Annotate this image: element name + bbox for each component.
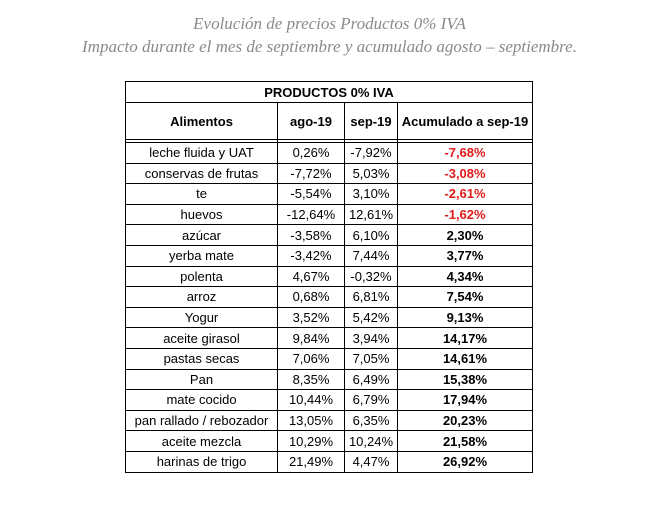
cell-sep-19: 12,61% xyxy=(344,203,398,226)
cell-sep-19: 6,79% xyxy=(344,389,398,411)
cell-ago-19: -7,72% xyxy=(277,162,345,185)
cell-acumulado: 9,13% xyxy=(397,306,533,329)
cell-sep-19: 6,10% xyxy=(344,224,398,246)
cell-alimento: pan rallado / rebozador xyxy=(125,409,278,432)
cell-acumulado: 15,38% xyxy=(397,368,533,391)
cell-ago-19: -3,42% xyxy=(277,244,345,267)
table-row: aceite girasol 9,84% 3,94% 14,17% xyxy=(125,327,533,349)
cell-alimento: polenta xyxy=(125,265,278,288)
cell-acumulado: 7,54% xyxy=(397,286,533,308)
cell-sep-19: 3,94% xyxy=(344,327,398,349)
cell-acumulado: 14,17% xyxy=(397,327,533,349)
cell-acumulado: -7,68% xyxy=(397,142,533,164)
cell-sep-19: 4,47% xyxy=(344,450,398,473)
cell-acumulado: 2,30% xyxy=(397,224,533,246)
cell-alimento: yerba mate xyxy=(125,244,278,267)
cell-ago-19: 10,29% xyxy=(277,430,345,452)
cell-sep-19: 6,35% xyxy=(344,409,398,432)
table-row: aceite mezcla 10,29% 10,24% 21,58% xyxy=(125,430,533,452)
cell-acumulado: 26,92% xyxy=(397,450,533,473)
cell-ago-19: 8,35% xyxy=(277,368,345,391)
table-row: yerba mate -3,42% 7,44% 3,77% xyxy=(125,244,533,267)
cell-sep-19: -0,32% xyxy=(344,265,398,288)
table-row: huevos -12,64% 12,61% -1,62% xyxy=(125,203,533,226)
cell-alimento: Yogur xyxy=(125,306,278,329)
cell-sep-19: -7,92% xyxy=(344,142,398,164)
table-row: te -5,54% 3,10% -2,61% xyxy=(125,183,533,205)
cell-alimento: huevos xyxy=(125,203,278,226)
cell-sep-19: 5,42% xyxy=(344,306,398,329)
table-body: leche fluida y UAT 0,26% -7,92% -7,68% conse… xyxy=(125,142,533,473)
cell-ago-19: -3,58% xyxy=(277,224,345,246)
table-row: conservas de frutas -7,72% 5,03% -3,08% xyxy=(125,162,533,185)
document-subtitle: Impacto durante el mes de septiembre y a… xyxy=(82,37,577,56)
cell-alimento: arroz xyxy=(125,286,278,308)
cell-sep-19: 3,10% xyxy=(344,183,398,205)
cell-ago-19: 10,44% xyxy=(277,389,345,411)
cell-ago-19: 7,06% xyxy=(277,347,345,370)
cell-alimento: pastas secas xyxy=(125,347,278,370)
table-row: polenta 4,67% -0,32% 4,34% xyxy=(125,265,533,288)
header-sep-19: sep-19 xyxy=(344,102,398,140)
cell-alimento: aceite mezcla xyxy=(125,430,278,452)
cell-acumulado: 17,94% xyxy=(397,389,533,411)
cell-ago-19: 0,26% xyxy=(277,142,345,164)
spacer-cell xyxy=(397,139,533,143)
cell-alimento: leche fluida y UAT xyxy=(125,142,278,164)
cell-alimento: conservas de frutas xyxy=(125,162,278,185)
products-table: PRODUCTOS 0% IVA Alimentos ago-19 sep-19… xyxy=(125,81,533,473)
cell-acumulado: 20,23% xyxy=(397,409,533,432)
header-ago-19: ago-19 xyxy=(277,102,345,140)
table-row: arroz 0,68% 6,81% 7,54% xyxy=(125,286,533,308)
table-row: Pan 8,35% 6,49% 15,38% xyxy=(125,368,533,391)
cell-sep-19: 10,24% xyxy=(344,430,398,452)
cell-alimento: mate cocido xyxy=(125,389,278,411)
table-caption: PRODUCTOS 0% IVA xyxy=(125,81,533,103)
cell-acumulado: -1,62% xyxy=(397,203,533,226)
cell-ago-19: -5,54% xyxy=(277,183,345,205)
table-row: harinas de trigo 21,49% 4,47% 26,92% xyxy=(125,450,533,473)
cell-alimento: te xyxy=(125,183,278,205)
cell-sep-19: 7,05% xyxy=(344,347,398,370)
cell-acumulado: 21,58% xyxy=(397,430,533,452)
cell-acumulado: -2,61% xyxy=(397,183,533,205)
cell-ago-19: 9,84% xyxy=(277,327,345,349)
cell-sep-19: 5,03% xyxy=(344,162,398,185)
cell-acumulado: 3,77% xyxy=(397,244,533,267)
table-row: leche fluida y UAT 0,26% -7,92% -7,68% xyxy=(125,142,533,164)
cell-alimento: azúcar xyxy=(125,224,278,246)
table-row: pan rallado / rebozador 13,05% 6,35% 20,23% xyxy=(125,409,533,432)
header-acumulado: Acumulado a sep-19 xyxy=(397,102,533,140)
cell-ago-19: 0,68% xyxy=(277,286,345,308)
cell-ago-19: 21,49% xyxy=(277,450,345,473)
cell-sep-19: 6,81% xyxy=(344,286,398,308)
cell-alimento: aceite girasol xyxy=(125,327,278,349)
cell-alimento: Pan xyxy=(125,368,278,391)
cell-acumulado: 14,61% xyxy=(397,347,533,370)
cell-alimento: harinas de trigo xyxy=(125,450,278,473)
table-row: mate cocido 10,44% 6,79% 17,94% xyxy=(125,389,533,411)
cell-ago-19: 13,05% xyxy=(277,409,345,432)
table-row: Yogur 3,52% 5,42% 9,13% xyxy=(125,306,533,329)
cell-ago-19: -12,64% xyxy=(277,203,345,226)
header-alimentos: Alimentos xyxy=(125,102,278,140)
cell-acumulado: -3,08% xyxy=(397,162,533,185)
cell-sep-19: 7,44% xyxy=(344,244,398,267)
cell-sep-19: 6,49% xyxy=(344,368,398,391)
table-row: azúcar -3,58% 6,10% 2,30% xyxy=(125,224,533,246)
table-row: pastas secas 7,06% 7,05% 14,61% xyxy=(125,347,533,370)
document-title: Evolución de precios Productos 0% IVA xyxy=(193,14,466,33)
cell-ago-19: 3,52% xyxy=(277,306,345,329)
cell-ago-19: 4,67% xyxy=(277,265,345,288)
cell-acumulado: 4,34% xyxy=(397,265,533,288)
